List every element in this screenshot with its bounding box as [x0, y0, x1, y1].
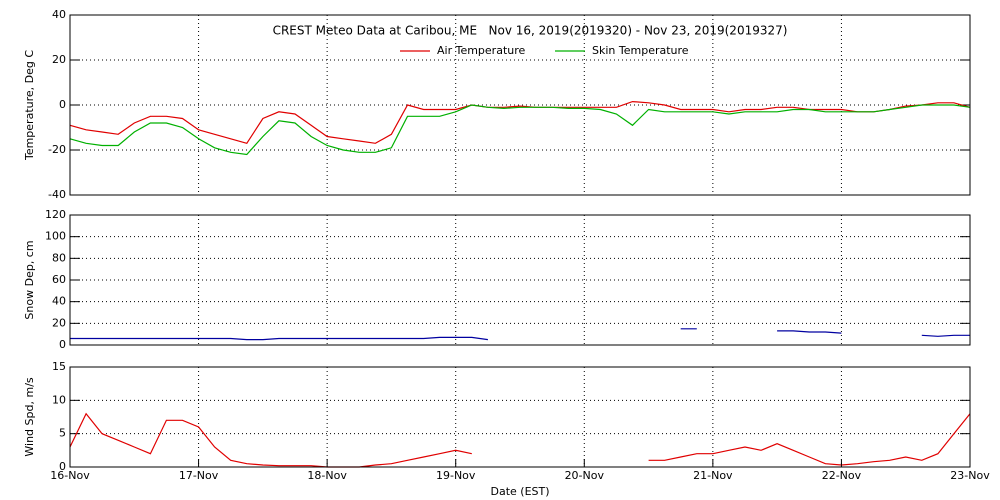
x-tick-label: 20-Nov — [565, 469, 605, 482]
y-tick-label: 0 — [59, 338, 66, 351]
chart-title: CREST Meteo Data at Caribou, ME Nov 16, … — [273, 24, 788, 38]
data-line — [69, 104, 971, 156]
y-axis-label: Temperature, Deg C — [23, 50, 36, 161]
y-tick-label: 20 — [52, 316, 66, 329]
y-tick-label: 5 — [59, 427, 66, 440]
y-tick-label: 100 — [45, 230, 66, 243]
y-tick-label: 0 — [59, 98, 66, 111]
plot-frame — [69, 214, 971, 346]
y-tick-label: 20 — [52, 53, 66, 66]
x-tick-label: 17-Nov — [179, 469, 219, 482]
y-tick-label: 0 — [59, 460, 66, 473]
y-tick-label: 80 — [52, 251, 66, 264]
x-tick-label: 16-Nov — [50, 469, 90, 482]
y-tick-label: 60 — [52, 273, 66, 286]
plot-frame — [69, 366, 971, 468]
x-tick-label: 23-Nov — [950, 469, 990, 482]
y-tick-label: 40 — [52, 8, 66, 21]
plot-frame — [69, 14, 971, 196]
y-tick-label: -20 — [48, 143, 66, 156]
y-axis-label: Wind Spd, m/s — [23, 377, 36, 457]
data-line — [69, 100, 971, 144]
data-line — [69, 412, 971, 468]
x-tick-label: 18-Nov — [307, 469, 347, 482]
legend-label: Air Temperature — [437, 44, 526, 57]
y-axis-label: Snow Dep, cm — [23, 240, 36, 319]
x-tick-label: 21-Nov — [693, 469, 733, 482]
y-tick-label: 10 — [52, 393, 66, 406]
x-tick-label: 22-Nov — [822, 469, 862, 482]
y-tick-label: 120 — [45, 208, 66, 221]
data-line — [70, 328, 970, 341]
legend-label: Skin Temperature — [592, 44, 689, 57]
x-tick-label: 19-Nov — [436, 469, 476, 482]
y-tick-label: 15 — [52, 360, 66, 373]
x-axis-label: Date (EST) — [490, 485, 549, 498]
y-tick-label: -40 — [48, 188, 66, 201]
y-tick-label: 40 — [52, 295, 66, 308]
